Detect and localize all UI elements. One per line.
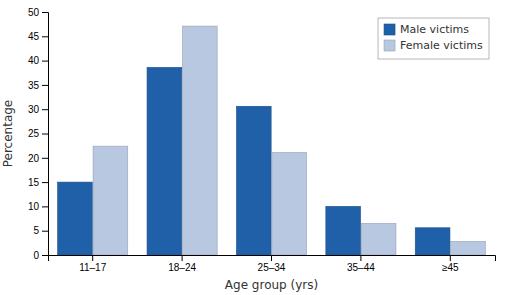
y-axis-title: Percentage bbox=[1, 100, 15, 168]
tick-label: 11–17 bbox=[79, 262, 107, 273]
tick-mark bbox=[42, 182, 48, 183]
legend-item: Male victims bbox=[384, 23, 469, 36]
tick-mark bbox=[42, 231, 48, 232]
tick-label: 5 bbox=[33, 225, 39, 236]
tick-label: 0 bbox=[33, 250, 39, 261]
bars bbox=[58, 26, 486, 255]
tick-label: ≥45 bbox=[442, 262, 459, 273]
x-axis-title: Age group (yrs) bbox=[225, 278, 318, 292]
bar bbox=[415, 228, 450, 255]
tick-mark bbox=[42, 12, 48, 13]
tick-mark bbox=[92, 255, 93, 261]
bar bbox=[182, 26, 217, 255]
tick-label: 25–34 bbox=[258, 262, 286, 273]
bar bbox=[272, 152, 307, 255]
tick-label: 10 bbox=[28, 201, 40, 212]
x-axis: 11–17 18–24 25–34 35–44 ≥45 bbox=[49, 255, 496, 273]
tick: 40 bbox=[28, 55, 48, 66]
legend: Male victims Female victims bbox=[378, 18, 489, 59]
axis-line bbox=[49, 256, 496, 262]
chart-svg: 0 5 10 15 20 25 30 35 40 45 50 11–17 18–24 25–34 35–44… bbox=[0, 0, 507, 295]
bar bbox=[236, 106, 271, 255]
tick-mark bbox=[360, 255, 361, 261]
bar bbox=[147, 67, 182, 255]
tick-label: 30 bbox=[28, 104, 40, 115]
tick-mark bbox=[42, 61, 48, 62]
tick: 10 bbox=[28, 201, 48, 212]
bar-series bbox=[93, 26, 485, 255]
tick: 50 bbox=[28, 7, 48, 18]
axis-line bbox=[42, 13, 49, 256]
tick-mark bbox=[42, 134, 48, 135]
tick: 0 bbox=[33, 250, 48, 261]
bar bbox=[58, 182, 93, 255]
tick: 5 bbox=[33, 225, 48, 236]
bar bbox=[361, 223, 396, 255]
tick-label: 20 bbox=[28, 153, 40, 164]
tick: 30 bbox=[28, 104, 48, 115]
tick: 35–44 bbox=[347, 255, 375, 273]
tick: 25–34 bbox=[258, 255, 286, 273]
legend-label: Male victims bbox=[400, 23, 469, 36]
tick-label: 18–24 bbox=[168, 262, 196, 273]
tick-mark bbox=[42, 206, 48, 207]
bar-series bbox=[58, 67, 450, 255]
tick-label: 15 bbox=[28, 177, 40, 188]
bar bbox=[326, 206, 361, 255]
legend-frame bbox=[378, 18, 489, 59]
tick: 45 bbox=[28, 31, 48, 42]
tick: 20 bbox=[28, 153, 48, 164]
tick: 15 bbox=[28, 177, 48, 188]
legend-swatch bbox=[384, 40, 395, 51]
tick-label: 35 bbox=[28, 80, 40, 91]
plot-area: 0 5 10 15 20 25 30 35 40 45 50 11–17 18–24 25–34 35–44… bbox=[28, 7, 496, 273]
tick-label: 45 bbox=[28, 31, 40, 42]
tick-mark bbox=[42, 255, 48, 256]
tick-mark bbox=[271, 255, 272, 261]
tick: 11–17 bbox=[79, 255, 107, 273]
chart-container: 0 5 10 15 20 25 30 35 40 45 50 11–17 18–24 25–34 35–44… bbox=[0, 0, 507, 295]
tick-label: 35–44 bbox=[347, 262, 375, 273]
bar bbox=[93, 146, 128, 255]
tick-label: 40 bbox=[28, 55, 40, 66]
tick-label: 25 bbox=[28, 128, 40, 139]
y-axis: 0 5 10 15 20 25 30 35 40 45 50 bbox=[28, 7, 49, 261]
tick-mark bbox=[42, 36, 48, 37]
legend-item: Female victims bbox=[384, 39, 483, 52]
legend-swatch bbox=[384, 24, 395, 35]
tick: 25 bbox=[28, 128, 48, 139]
tick-mark bbox=[450, 255, 451, 261]
tick: 35 bbox=[28, 80, 48, 91]
bar bbox=[451, 241, 486, 255]
tick-mark bbox=[42, 85, 48, 86]
tick-mark bbox=[42, 109, 48, 110]
tick-label: 50 bbox=[28, 7, 40, 18]
tick-mark bbox=[42, 158, 48, 159]
tick-mark bbox=[182, 255, 183, 261]
tick: ≥45 bbox=[442, 255, 459, 273]
tick: 18–24 bbox=[168, 255, 196, 273]
legend-label: Female victims bbox=[400, 39, 483, 52]
